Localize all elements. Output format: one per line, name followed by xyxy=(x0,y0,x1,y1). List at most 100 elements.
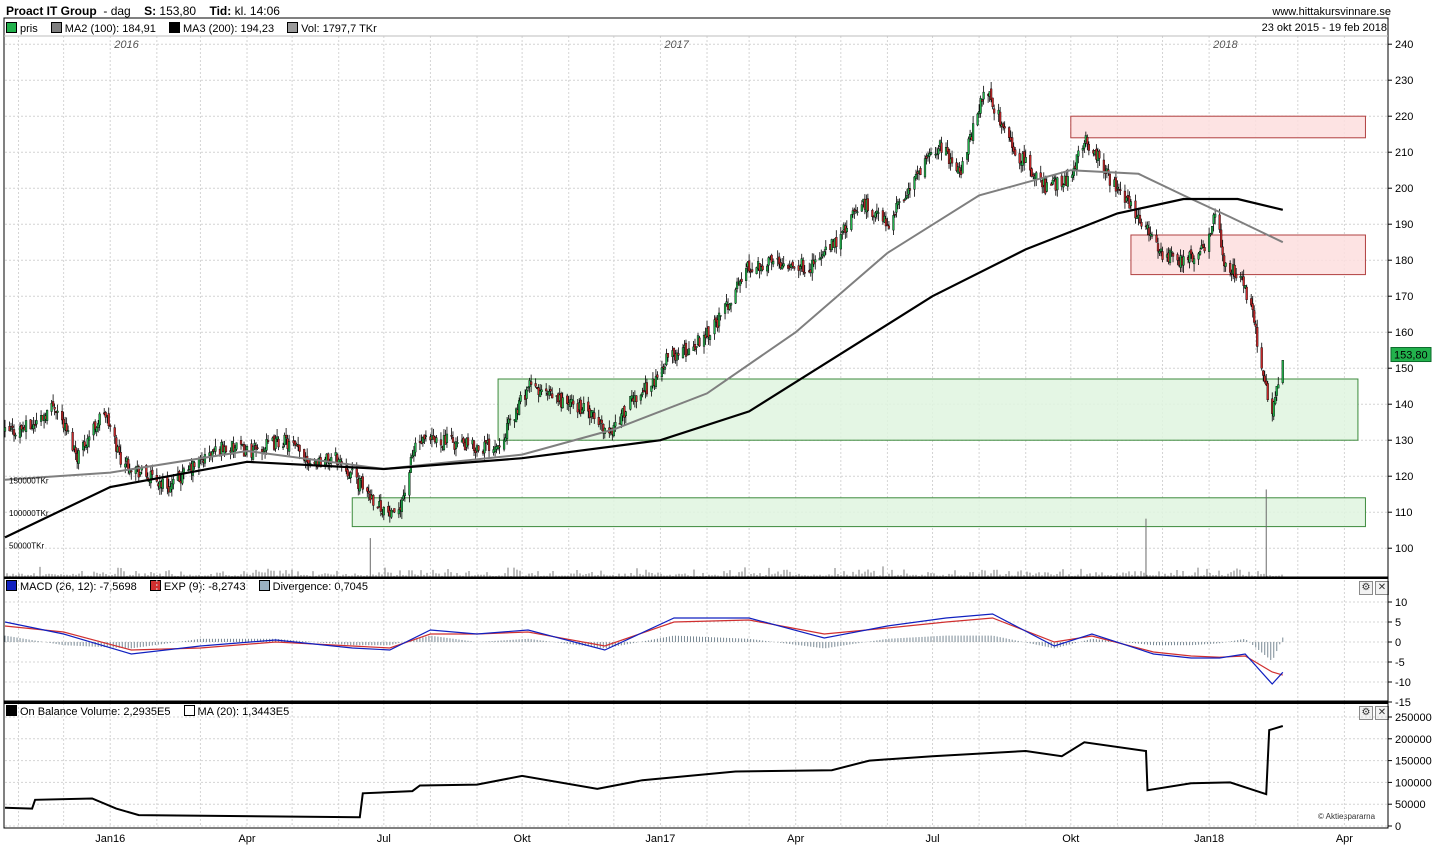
price-tick-label: 230 xyxy=(1395,75,1413,87)
candle-down xyxy=(530,381,533,385)
candle-down xyxy=(871,209,874,217)
candle-down xyxy=(854,209,857,212)
ma200-line xyxy=(4,197,1284,539)
x-tick-label: Apr xyxy=(238,833,255,845)
candle-down xyxy=(145,465,148,477)
macd-tick-label: -10 xyxy=(1395,677,1411,689)
candle-down xyxy=(1253,310,1256,323)
price-tick-label: 100 xyxy=(1395,543,1413,555)
candle-up xyxy=(504,437,507,442)
panel-frame xyxy=(3,700,1389,829)
candle-down xyxy=(1087,143,1090,151)
candle-down xyxy=(115,437,118,452)
candle-up xyxy=(929,152,933,155)
candle-down xyxy=(366,487,369,492)
candle-up xyxy=(253,443,256,446)
price-tick-label: 240 xyxy=(1395,39,1413,51)
candle-up xyxy=(892,215,895,231)
candle-down xyxy=(285,435,288,438)
candle-down xyxy=(319,457,322,468)
candle-up xyxy=(172,479,175,485)
x-tick-label: Jul xyxy=(377,833,391,845)
macd-tick-label: -15 xyxy=(1395,697,1411,709)
candle-down xyxy=(1008,127,1011,138)
candle-up xyxy=(734,289,737,304)
candle-down xyxy=(802,260,805,272)
candle-down xyxy=(423,434,426,440)
candle-down xyxy=(677,353,680,356)
ma2-legend-label: MA2 (100): 184,91 xyxy=(64,23,156,35)
candle-down xyxy=(1265,380,1268,386)
candle-up xyxy=(818,257,821,261)
candle-down xyxy=(130,470,133,473)
macd-tick-label: -5 xyxy=(1395,657,1405,669)
candle-up xyxy=(904,197,907,201)
obv-tick-label: 100000 xyxy=(1395,777,1432,789)
candle-down xyxy=(1176,254,1179,261)
candle-down xyxy=(1018,153,1021,164)
candle-down xyxy=(107,413,110,427)
candle-up xyxy=(77,450,80,464)
candle-down xyxy=(104,412,107,418)
candle-up xyxy=(1150,234,1154,237)
candle-up xyxy=(402,495,405,500)
candle-up xyxy=(851,210,854,215)
candle-down xyxy=(684,342,688,357)
macd-settings-icon[interactable]: ⚙ xyxy=(1359,581,1373,595)
obv-tick-label: 0 xyxy=(1395,821,1401,833)
price-swatch xyxy=(6,22,17,33)
candle-up xyxy=(382,506,385,516)
ma2-swatch xyxy=(50,22,62,33)
candle-up xyxy=(569,399,572,407)
candle-up xyxy=(1244,285,1247,289)
candle-up xyxy=(895,203,898,213)
site-url[interactable]: www.hittakursvinnare.se xyxy=(1272,6,1391,18)
candle-up xyxy=(1051,179,1054,185)
candle-up xyxy=(1170,251,1173,253)
last-label: S: xyxy=(144,4,157,18)
candle-down xyxy=(1245,286,1248,300)
candle-up xyxy=(525,389,528,399)
price-legend-label: pris xyxy=(20,23,38,35)
candle-up xyxy=(687,348,691,355)
candle-down xyxy=(707,326,710,338)
obv-tick-label: 150000 xyxy=(1395,756,1432,768)
price-tick-label: 120 xyxy=(1395,471,1413,483)
candle-down xyxy=(793,266,796,269)
candle-down xyxy=(1161,251,1164,260)
candle-up xyxy=(1209,233,1212,236)
candle-up xyxy=(540,389,543,392)
candle-up xyxy=(1224,262,1227,267)
candle-down xyxy=(294,440,297,446)
candle-down xyxy=(893,214,897,216)
candle-up xyxy=(824,246,827,250)
candle-up xyxy=(181,471,184,484)
candle-down xyxy=(572,400,575,405)
candle-down xyxy=(1140,222,1143,227)
obv-legend-label: On Balance Volume: 2,2935E5 xyxy=(20,706,171,718)
candle-up xyxy=(421,437,425,444)
macd-swatch xyxy=(6,580,17,591)
candle-up xyxy=(907,188,910,195)
candle-down xyxy=(1220,229,1223,248)
candle-up xyxy=(967,138,970,155)
candle-down xyxy=(242,444,246,457)
candle-down xyxy=(991,97,994,107)
volume-tick-label: 100000TKr xyxy=(9,509,49,518)
candle-down xyxy=(1218,214,1221,230)
candle-up xyxy=(875,210,878,214)
x-tick-label: Okt xyxy=(514,833,531,845)
candle-up xyxy=(1077,150,1080,157)
candle-down xyxy=(919,168,922,175)
candle-down xyxy=(1260,347,1263,369)
macd-legend: MACD (26, 12): -7,5698 EXP (9): -8,2743 … xyxy=(6,580,378,594)
candle-down xyxy=(656,374,659,378)
candle-up xyxy=(561,397,564,409)
candle-up xyxy=(1045,182,1048,192)
candle-down xyxy=(20,425,23,430)
volume-tick-label: 50000TKr xyxy=(9,542,44,551)
candle-up xyxy=(898,201,901,203)
price-tick-label: 140 xyxy=(1395,399,1413,411)
macd-close-icon[interactable]: ✕ xyxy=(1375,581,1389,595)
